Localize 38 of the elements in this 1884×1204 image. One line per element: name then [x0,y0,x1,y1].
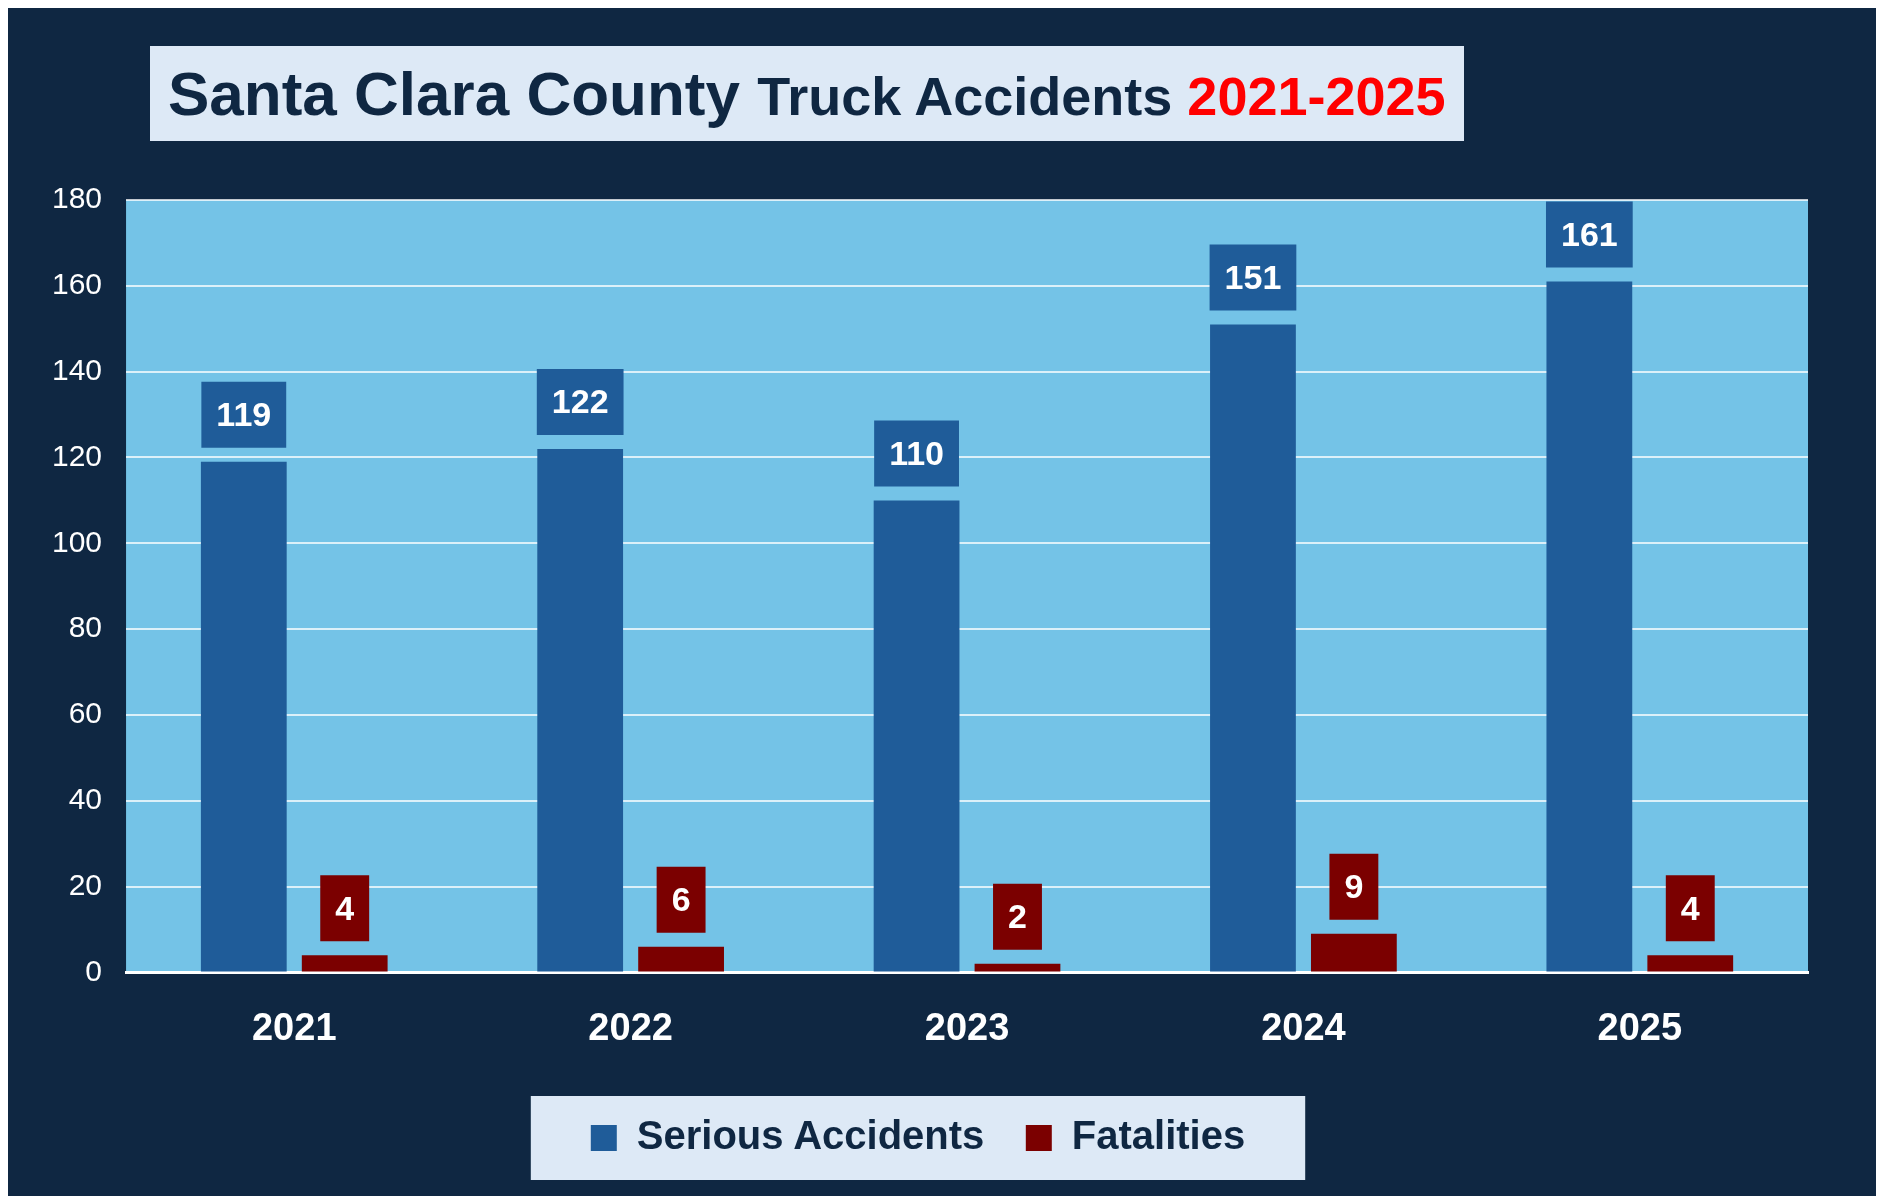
data-label: 6 [671,880,691,919]
x-tick-label: 2025 [1597,1005,1683,1048]
x-tick-label: 2021 [251,1005,337,1048]
bar [974,963,1061,972]
legend-label: Fatalities [1071,1113,1246,1158]
bar [638,946,724,972]
y-tick-label: 140 [51,352,103,386]
data-label: 4 [1680,888,1700,927]
y-tick-label: 160 [51,267,103,301]
data-label: 122 [551,382,609,421]
y-tick-label: 20 [68,867,103,901]
bar [1310,933,1397,972]
data-label: 2 [1008,897,1027,936]
data-label: 161 [1560,214,1618,253]
data-label: 110 [889,433,944,472]
chart-title: Santa Clara County Truck Accidents 2021-2025 [168,59,1446,128]
data-label: 9 [1344,867,1364,906]
data-label: 119 [216,395,272,434]
bar [1647,955,1734,972]
y-tick-label: 40 [68,782,103,816]
data-label: 151 [1224,257,1282,296]
x-tick-label: 2022 [588,1005,673,1048]
bar [301,955,388,972]
bar [873,500,960,972]
y-tick-label: 120 [51,438,103,472]
y-tick-label: 80 [68,610,103,644]
y-tick-label: 0 [85,953,103,987]
y-tick-label: 60 [68,696,103,730]
bar [537,448,624,972]
bar [1546,281,1633,972]
data-label: 4 [335,888,355,927]
bar [200,461,287,972]
y-tick-label: 100 [51,524,103,558]
x-tick-label: 2023 [924,1005,1010,1048]
legend-label: Serious Accidents [636,1113,985,1158]
y-tick-label: 180 [51,181,103,215]
bar [1210,324,1296,972]
x-tick-label: 2024 [1261,1005,1346,1048]
